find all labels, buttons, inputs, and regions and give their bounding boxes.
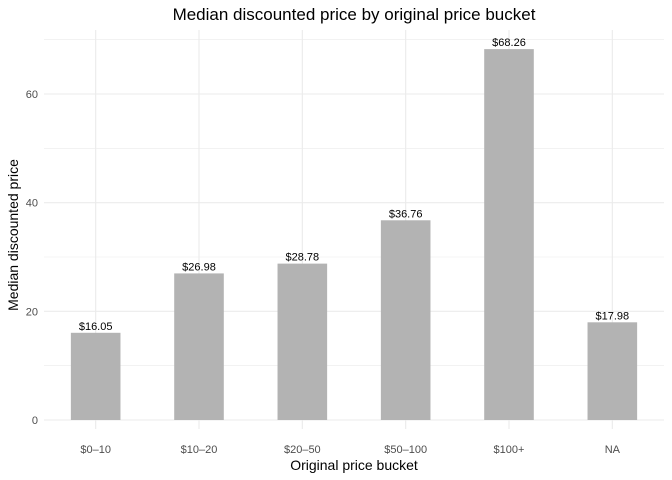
y-tick-label: 60 xyxy=(26,89,38,101)
bar xyxy=(587,322,638,420)
x-axis-ticks: $0–10 $10–20 $20–50 $50–100 $100+ NA xyxy=(80,444,620,456)
grid-lines xyxy=(44,30,664,429)
data-label: $26.98 xyxy=(182,261,216,273)
data-labels: $16.05 $26.98 $28.78 $36.76 $68.26 $17.98 xyxy=(79,37,629,333)
y-tick-label: 20 xyxy=(26,306,38,318)
x-tick-label: $0–10 xyxy=(80,444,111,456)
y-tick-label: 40 xyxy=(26,198,38,210)
data-label: $28.78 xyxy=(286,252,320,264)
data-label: $36.76 xyxy=(389,208,423,220)
data-label: $17.98 xyxy=(596,310,630,322)
x-tick-label: $10–20 xyxy=(181,444,218,456)
data-label: $16.05 xyxy=(79,321,113,333)
bar xyxy=(174,273,224,420)
y-tick-label: 0 xyxy=(32,415,38,427)
bar xyxy=(70,332,121,420)
chart-title: Median discounted price by original pric… xyxy=(173,5,536,24)
x-axis-title: Original price bucket xyxy=(290,457,418,473)
x-tick-label: $50–100 xyxy=(384,444,427,456)
x-tick-label: NA xyxy=(605,444,621,456)
bar xyxy=(380,220,431,420)
bars xyxy=(70,49,638,420)
y-axis-ticks: 0 20 40 60 xyxy=(26,89,38,427)
data-label: $68.26 xyxy=(492,37,526,49)
bar xyxy=(484,49,534,420)
bar xyxy=(277,263,328,420)
y-axis-title: Median discounted price xyxy=(5,159,21,311)
x-tick-label: $100+ xyxy=(494,444,525,456)
x-tick-label: $20–50 xyxy=(284,444,321,456)
